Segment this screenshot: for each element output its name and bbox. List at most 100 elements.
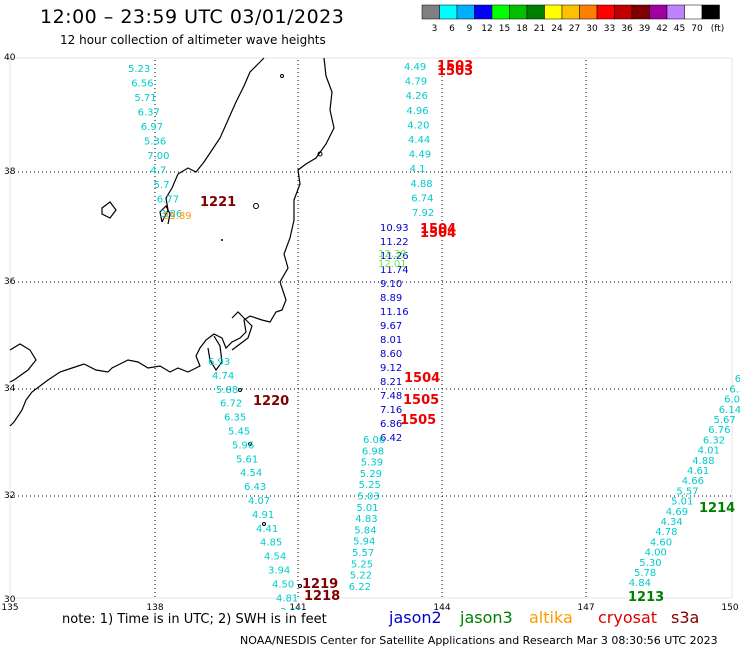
color-scale-label: (ft) — [711, 24, 725, 34]
coastline-izu — [207, 335, 223, 372]
island-dot — [248, 442, 252, 446]
wave-height-label: 4.20 — [407, 120, 429, 131]
pass-tag-1220: 1220 — [253, 394, 289, 409]
wave-height-label: 6.97 — [141, 122, 163, 133]
wave-height-label: 6.56 — [131, 79, 153, 90]
footer-note: note: 1) Time is in UTC; 2) SWH is in fe… — [62, 612, 327, 627]
wave-height-label: 5.01 — [356, 503, 378, 514]
color-swatch — [596, 4, 615, 20]
wave-height-label: 7.92 — [412, 208, 434, 219]
wave-height-label: 5.29 — [360, 469, 382, 480]
color-swatch — [684, 4, 703, 20]
wave-height-label: 4.49 — [404, 62, 426, 73]
wave-height-label: 5.22 — [350, 571, 372, 582]
wave-height-label-jason2: 10.93 — [380, 223, 409, 234]
color-scale-label: 42 — [656, 24, 667, 34]
color-scale-label: 6 — [449, 24, 455, 34]
color-scale-label: 27 — [569, 24, 580, 34]
pass-tag-1214: 1214 — [699, 501, 735, 516]
wave-height-label: 6.74 — [411, 193, 433, 204]
satellite-jason2: jason2 — [389, 608, 442, 627]
lon-label: 144 — [433, 603, 450, 610]
wave-height-label: 6.5 — [729, 384, 740, 395]
pass-tag-1218: 1218 — [304, 589, 340, 604]
wave-height-label-jason2: 9.67 — [380, 321, 402, 332]
wave-height-label: 5.7 — [154, 180, 170, 191]
wave-height-label: 4.1 — [410, 164, 426, 175]
pass-tag-1504: 1504 — [404, 371, 440, 386]
wave-height-label: 4.54 — [240, 468, 262, 479]
wave-height-label-jason3: 12.39 — [378, 249, 407, 260]
wave-height-label: 7.00 — [147, 151, 169, 162]
color-swatch — [474, 4, 493, 20]
pass-tag-1505: 1505 — [403, 393, 439, 408]
color-scale-label: 3 — [432, 24, 438, 34]
wave-height-label: 6.3 — [735, 374, 740, 385]
credit-line: NOAA/NESDIS Center for Satellite Applica… — [240, 634, 718, 647]
wave-height-label: 4.84 — [629, 578, 651, 589]
wave-height-label: 6.93 — [208, 357, 230, 368]
color-scale-label: 15 — [499, 24, 510, 34]
color-scale-label: 12 — [481, 24, 492, 34]
wave-height-label-jason2: 8.21 — [380, 377, 402, 388]
lat-label: 32 — [4, 491, 15, 501]
wave-height-label-jason2: 8.01 — [380, 335, 402, 346]
pass-tag-1503: 1503 — [437, 59, 473, 74]
color-swatch — [509, 4, 528, 20]
wave-height-label: 4.85 — [260, 538, 282, 549]
wave-height-label: 5.94 — [353, 537, 375, 548]
island-dot — [221, 239, 223, 241]
coastline-sado — [101, 201, 117, 219]
wave-height-label: 5.96 — [232, 440, 254, 451]
wave-height-label-jason2: 6.42 — [380, 433, 402, 444]
wave-height-label: 6.14 — [719, 405, 740, 416]
lat-label: 36 — [4, 277, 16, 287]
wave-height-label: 6.35 — [224, 413, 246, 424]
color-scale-label: 9 — [467, 24, 473, 34]
wave-height-label-jason2: 9.12 — [380, 363, 402, 374]
chart-title: 12:00 – 23:59 UTC 03/01/2023 — [40, 6, 345, 28]
wave-height-label: 4.50 — [272, 579, 294, 590]
pass-tag-1504: 1504 — [420, 226, 456, 241]
island-dot — [253, 203, 259, 209]
lon-label: 138 — [146, 603, 163, 610]
wave-height-label: 6.77 — [157, 195, 179, 206]
lat-label: 38 — [4, 167, 16, 177]
wave-height-label: 5.23 — [128, 64, 150, 75]
wave-height-label: 4.88 — [692, 456, 714, 467]
island-dot — [238, 388, 242, 392]
lon-label: 141 — [289, 603, 306, 610]
color-scale-label: 21 — [534, 24, 545, 34]
wave-height-label: 5.67 — [714, 415, 736, 426]
wave-height-map: 40 38 36 34 32 30 135 138 141 144 147 15… — [1, 53, 740, 610]
color-swatch — [701, 4, 720, 20]
wave-height-label: 6.32 — [703, 435, 725, 446]
wave-height-label: 6.43 — [244, 482, 266, 493]
wave-height-label: 4.61 — [687, 466, 709, 477]
wave-height-label-jason2: 9.10 — [380, 279, 402, 290]
color-scale-label: 18 — [516, 24, 528, 34]
wave-height-label: 5.88 — [216, 385, 238, 396]
wave-height-label: 4.41 — [256, 524, 278, 535]
wave-height-label-jason2: 11.16 — [380, 307, 409, 318]
wave-height-label: 4.44 — [408, 135, 430, 146]
coastline-west — [9, 343, 37, 383]
wave-height-label-jason2: 7.48 — [380, 391, 402, 402]
wave-height-label: 5.61 — [236, 454, 258, 465]
wave-height-label: 6.22 — [349, 582, 371, 593]
wave-height-label: 4.00 — [645, 548, 667, 559]
wave-height-label: 4.60 — [650, 537, 672, 548]
wave-height-label: 4.07 — [248, 496, 270, 507]
wave-height-tracks: 5.23 6.56 5.71 6.37 6.97 5.36 7.00 4.7 5.7 6.77 3.… — [128, 62, 740, 610]
wave-height-label-jason2: 11.26 — [380, 251, 409, 262]
wave-height-label: 5.57 — [676, 486, 698, 497]
wave-height-label: 4.79 — [405, 77, 427, 88]
color-scale-label: 45 — [674, 24, 685, 34]
color-swatch — [579, 4, 598, 20]
pass-tag-1505: 1505 — [400, 413, 436, 428]
wave-height-label: 4.81 — [276, 593, 298, 604]
wave-height-label: 3.94 — [268, 566, 290, 577]
island-dot — [298, 584, 302, 588]
wave-height-label: 4.34 — [661, 517, 683, 528]
island-dot — [262, 522, 266, 526]
